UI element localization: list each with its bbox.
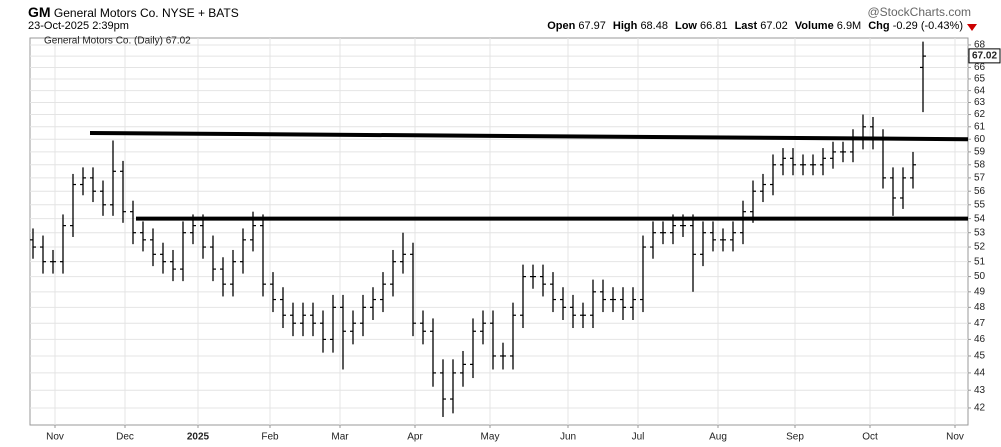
x-tick-label: May bbox=[481, 432, 500, 443]
quote-label: Volume bbox=[794, 20, 834, 32]
quote-label: High bbox=[612, 20, 638, 32]
x-tick-label: Dec bbox=[116, 432, 134, 443]
quote-item: High 68.48 bbox=[613, 20, 668, 32]
y-tick-label: 52 bbox=[974, 242, 986, 253]
quote-item: Volume 6.9M bbox=[795, 20, 861, 32]
x-tick-label: Jun bbox=[560, 432, 576, 443]
quote-value: 67.02 bbox=[760, 20, 788, 32]
last-price-box bbox=[968, 48, 1001, 64]
quote-value: 67.97 bbox=[578, 20, 606, 32]
exchange: General Motors Co. NYSE + BATS bbox=[53, 6, 239, 20]
y-tick-label: 46 bbox=[974, 334, 986, 345]
y-tick-label: 62 bbox=[974, 109, 986, 120]
brand: @StockCharts.com bbox=[867, 5, 971, 19]
y-tick-label: 50 bbox=[974, 271, 986, 282]
x-tick-label: Aug bbox=[709, 432, 727, 443]
y-tick-label: 65 bbox=[974, 74, 986, 85]
y-tick-label: 44 bbox=[974, 368, 986, 379]
y-tick-label: 45 bbox=[974, 351, 986, 362]
quote: Open 67.97 High 68.48 Low 66.81 Last 67.02 V… bbox=[540, 20, 963, 32]
header: GM General Motors Co. NYSE + BATS bbox=[28, 4, 239, 20]
quote-value: 6.9M bbox=[836, 20, 862, 32]
quote-item: Open 67.97 bbox=[547, 20, 606, 32]
quote-value: 68.48 bbox=[640, 20, 668, 32]
y-tick-label: 49 bbox=[974, 286, 986, 297]
x-tick-label: Sep bbox=[786, 432, 804, 443]
x-tick-label: Jul bbox=[632, 432, 645, 443]
plot-area bbox=[29, 37, 969, 426]
y-tick-label: 61 bbox=[974, 121, 986, 132]
y-tick-label: 60 bbox=[974, 134, 986, 145]
y-tick-label: 55 bbox=[974, 199, 986, 210]
y-tick-label: 66 bbox=[974, 62, 986, 73]
y-tick-label: 57 bbox=[974, 173, 986, 184]
y-tick-label: 53 bbox=[974, 227, 986, 238]
y-tick-label: 54 bbox=[974, 213, 986, 224]
quote-label: Low bbox=[674, 20, 697, 32]
y-tick-label: 58 bbox=[974, 159, 986, 170]
quote-value: -0.29 (-0.43%) bbox=[892, 20, 963, 32]
trend-line bbox=[89, 130, 969, 142]
last-price-label: 67.02 bbox=[972, 51, 997, 62]
quote-label: Chg bbox=[868, 20, 890, 32]
x-tick-label: Nov bbox=[46, 432, 64, 443]
x-tick-label: 2025 bbox=[187, 432, 210, 443]
legend: General Motors Co. (Daily) 67.02 bbox=[44, 36, 191, 47]
y-tick-label: 56 bbox=[974, 186, 986, 197]
x-tick-label: Nov bbox=[946, 432, 964, 443]
quote-item: Chg -0.29 (-0.43%) bbox=[868, 20, 963, 32]
quote-label: Open bbox=[547, 20, 576, 32]
down-arrow bbox=[967, 24, 977, 31]
quote-item: Last 67.02 bbox=[735, 20, 788, 32]
y-tick-label: 63 bbox=[974, 97, 986, 108]
y-tick-label: 48 bbox=[974, 302, 986, 313]
y-tick-label: 68 bbox=[974, 40, 986, 51]
x-tick-label: Apr bbox=[407, 432, 423, 443]
symbol: GM bbox=[28, 4, 51, 20]
y-tick-label: 42 bbox=[974, 403, 986, 414]
timestamp: 23-Oct-2025 2:39pm bbox=[28, 20, 129, 32]
y-tick-label: 59 bbox=[974, 147, 986, 158]
x-tick-label: Feb bbox=[261, 432, 279, 443]
x-tick-label: Mar bbox=[331, 432, 349, 443]
y-tick-label: 51 bbox=[974, 256, 986, 267]
quote-item: Low 66.81 bbox=[675, 20, 728, 32]
y-tick-label: 64 bbox=[974, 85, 986, 96]
quote-label: Last bbox=[734, 20, 758, 32]
quote-value: 66.81 bbox=[700, 20, 728, 32]
y-tick-label: 47 bbox=[974, 318, 986, 329]
y-tick-label: 43 bbox=[974, 385, 986, 396]
x-tick-label: Oct bbox=[862, 432, 878, 443]
